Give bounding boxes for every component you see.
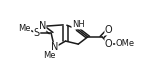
Text: N: N xyxy=(39,21,46,31)
Text: NH: NH xyxy=(72,20,85,29)
Text: O: O xyxy=(105,39,113,49)
Text: Me: Me xyxy=(43,51,56,60)
Text: S: S xyxy=(34,28,40,38)
Text: O: O xyxy=(105,25,113,35)
Text: OMe: OMe xyxy=(116,39,135,48)
Text: Me: Me xyxy=(18,24,31,33)
Text: N: N xyxy=(51,42,58,52)
